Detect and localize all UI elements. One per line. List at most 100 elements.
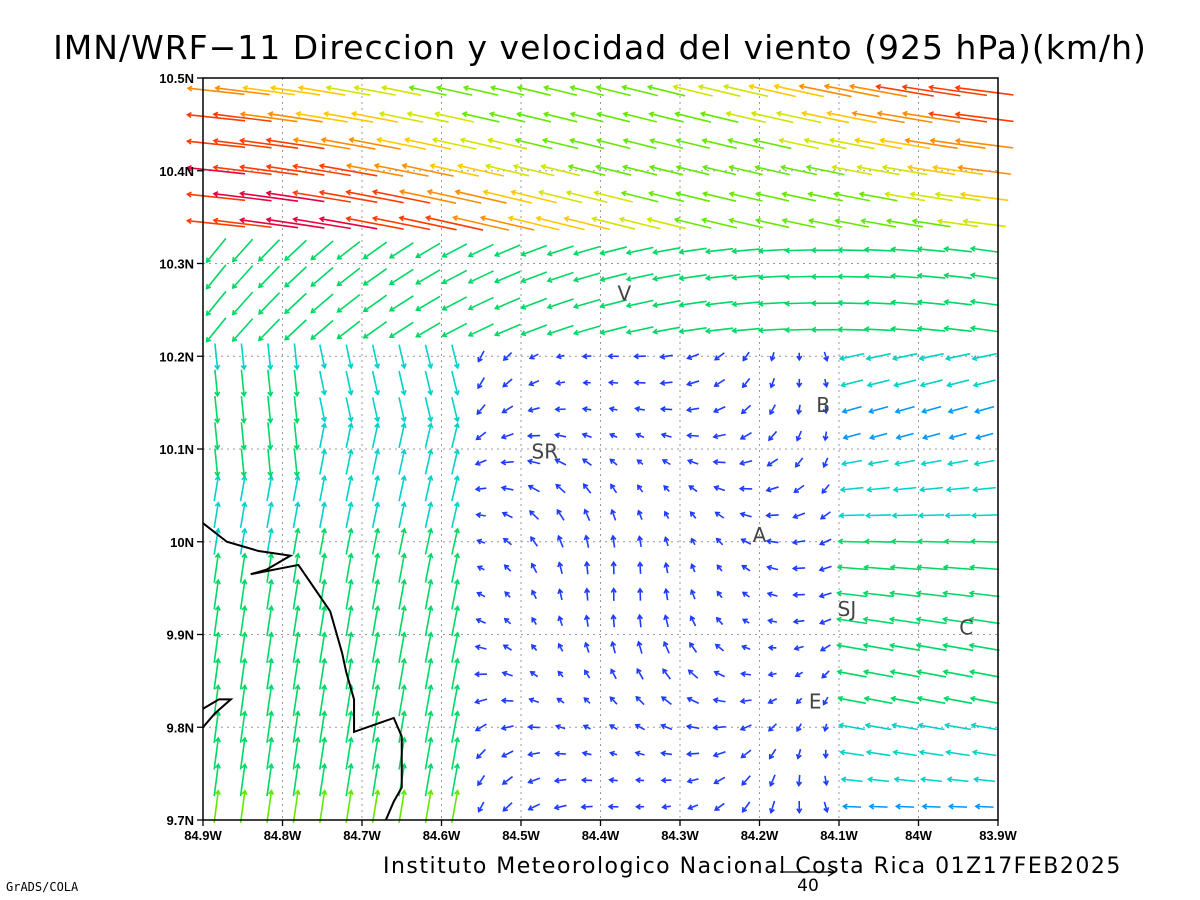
city-label: SR [532, 439, 559, 463]
wind-vector [920, 776, 943, 783]
wind-vector [837, 695, 867, 705]
reference-vector-label: 40 [797, 876, 819, 896]
wind-vector [292, 190, 351, 203]
wind-vector [868, 432, 888, 441]
wind-vector [380, 84, 422, 96]
wind-vector [775, 110, 822, 124]
wind-vector [292, 789, 301, 823]
wind-vector [572, 298, 601, 310]
wind-vector [689, 615, 697, 627]
wind-vector [398, 215, 457, 231]
wind-vector [609, 458, 618, 466]
wind-vector [512, 163, 555, 177]
wind-vector [974, 432, 994, 441]
wind-vector [968, 642, 1000, 652]
wind-vector [336, 293, 361, 313]
wind-vector [973, 776, 996, 783]
coastline [202, 522, 403, 821]
wind-vector [371, 631, 381, 663]
wind-vector [265, 163, 325, 176]
wind-vector [889, 564, 920, 571]
wind-vector [325, 84, 371, 96]
wind-vector [319, 736, 328, 770]
wind-vector [415, 322, 441, 338]
wind-vector [636, 613, 644, 628]
wind-vector [345, 344, 354, 370]
wind-vector [791, 539, 806, 546]
wind-vector [451, 605, 461, 637]
wind-vector [556, 697, 565, 704]
wind-vector [969, 538, 999, 545]
wind-vector [452, 215, 510, 231]
wind-vector [507, 215, 560, 231]
wind-vector [553, 432, 567, 439]
wind-vector [917, 512, 945, 519]
wind-vector [637, 484, 644, 493]
wind-vector [819, 618, 832, 625]
city-label: C [959, 616, 973, 640]
wind-vector [345, 163, 404, 177]
wind-vector [838, 512, 865, 519]
wind-vector [292, 552, 301, 583]
wind-vector [948, 432, 967, 441]
x-tick-label: 84.5W [502, 828, 540, 843]
wind-vector [916, 272, 946, 279]
wind-vector [284, 239, 307, 262]
wind-vector [451, 578, 461, 610]
wind-vector [514, 137, 553, 150]
wind-vector [595, 84, 631, 97]
wind-vector [837, 299, 866, 307]
wind-vector [821, 484, 830, 495]
wind-vector [345, 578, 354, 610]
wind-vector [738, 459, 753, 466]
wind-vector [319, 578, 328, 610]
wind-vector [269, 85, 321, 96]
wind-vector [424, 344, 434, 370]
wind-vector [713, 670, 726, 678]
wind-vector [266, 605, 275, 637]
wind-vector [675, 138, 710, 150]
wind-vector [863, 695, 893, 705]
wind-vector [426, 189, 482, 204]
wind-vector [944, 722, 972, 731]
wind-vector [840, 379, 864, 388]
wind-vector [893, 776, 916, 783]
wind-vector [581, 406, 592, 413]
wind-vector [500, 697, 514, 704]
wind-vector [529, 670, 539, 678]
wind-vector [476, 591, 486, 598]
wind-vector [185, 217, 246, 228]
wind-vector [451, 631, 461, 663]
wind-vector [660, 723, 673, 731]
wind-vector [266, 762, 275, 797]
wind-vector [451, 710, 461, 743]
wind-vector [240, 395, 247, 424]
wind-vector [945, 486, 970, 493]
wind-vector [714, 643, 725, 652]
wind-vector [918, 749, 944, 757]
wind-vector [637, 561, 644, 574]
wind-vector [451, 552, 460, 583]
wind-vector [766, 591, 778, 598]
reference-vector [780, 867, 837, 877]
wind-vector [557, 588, 564, 601]
y-tick-label: 10.1N [159, 442, 194, 457]
wind-vector [796, 404, 803, 416]
wind-vector [371, 736, 381, 770]
wind-vector [969, 272, 999, 280]
wind-vector [500, 724, 514, 731]
wind-vector [239, 683, 248, 717]
wind-vector [610, 534, 617, 548]
wind-vector [451, 657, 461, 690]
wind-vector [415, 269, 441, 285]
wind-vector [345, 397, 354, 423]
wind-vector [673, 217, 712, 229]
wind-vector [686, 777, 699, 784]
wind-vector [954, 111, 1014, 123]
wind-vector [841, 459, 863, 467]
wind-vector [685, 406, 700, 413]
x-axis-ticks: 84.9W 84.8W 84.7W 84.6W 84.5W 84.4W 84.3W 84.2W… [184, 820, 1018, 843]
wind-vectors [185, 83, 1014, 823]
wind-vector [569, 137, 605, 150]
wind-vector [795, 697, 803, 705]
